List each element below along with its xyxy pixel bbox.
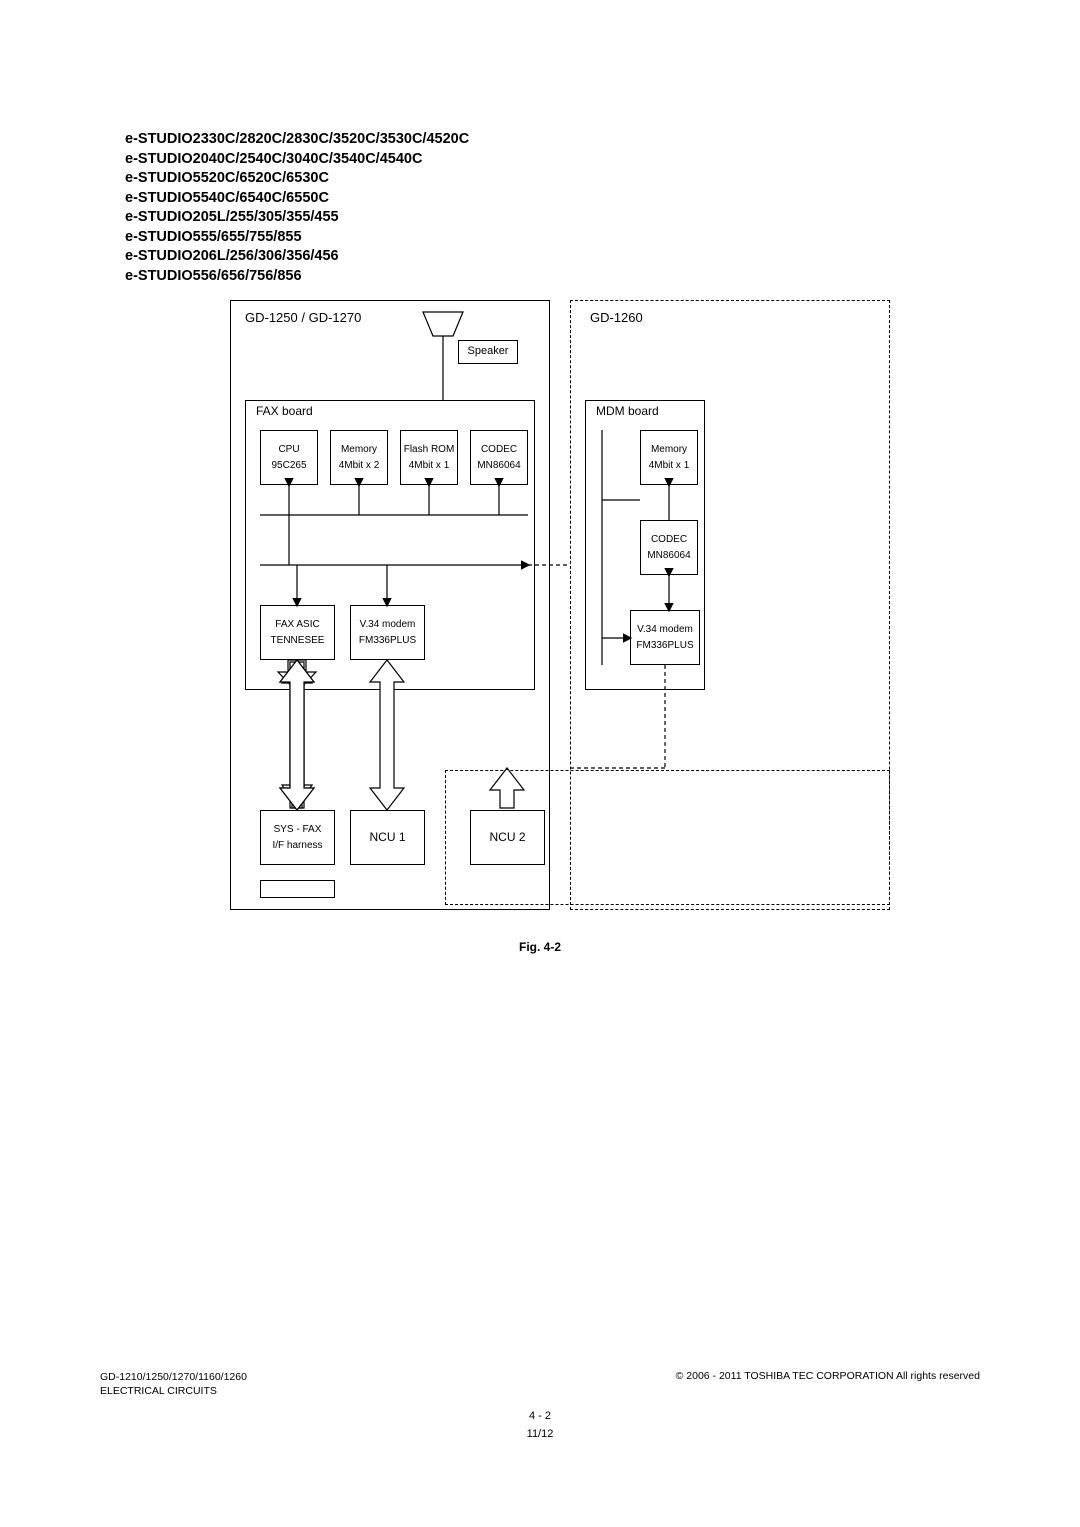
module-line: NCU 1 <box>369 828 405 847</box>
module-line: Memory <box>341 442 377 458</box>
module-line: Memory <box>651 442 687 458</box>
module-line: V.34 modem <box>637 622 693 638</box>
page: e-STUDIO2330C/2820C/2830C/3520C/3530C/45… <box>0 0 1080 1527</box>
mdm-board-label: MDM board <box>592 404 663 418</box>
heading-line: e-STUDIO5540C/6540C/6550C <box>125 189 469 209</box>
module-line: TENNESEE <box>271 633 325 649</box>
module-line: FM336PLUS <box>636 638 693 654</box>
codec2-module: CODEC MN86064 <box>640 520 698 575</box>
sysfax-module: SYS - FAX I/F harness <box>260 810 335 865</box>
modem2-module: V.34 modem FM336PLUS <box>630 610 700 665</box>
heading-line: e-STUDIO2040C/2540C/3040C/3540C/4540C <box>125 150 469 170</box>
module-line: I/F harness <box>272 838 322 854</box>
module-line: MN86064 <box>647 548 690 564</box>
block-diagram: GD-1250 / GD-1270 GD-1260 FAX board MDM … <box>230 300 890 920</box>
ncu2-module: NCU 2 <box>470 810 545 865</box>
module-line: FAX ASIC <box>275 617 319 633</box>
footer-left: GD-1210/1250/1270/1160/1260 ELECTRICAL C… <box>100 1370 247 1398</box>
footer-left-line2: ELECTRICAL CIRCUITS <box>100 1384 247 1398</box>
heading-line: e-STUDIO2330C/2820C/2830C/3520C/3530C/45… <box>125 130 469 150</box>
module-line: MN86064 <box>477 458 520 474</box>
module-line: FM336PLUS <box>359 633 416 649</box>
module-line: 95C265 <box>271 458 306 474</box>
heading-line: e-STUDIO206L/256/306/356/456 <box>125 247 469 267</box>
module-line: V.34 modem <box>360 617 416 633</box>
modem1-module: V.34 modem FM336PLUS <box>350 605 425 660</box>
module-line: 4Mbit x 1 <box>649 458 690 474</box>
module-line: CODEC <box>481 442 517 458</box>
heading-line: e-STUDIO205L/255/305/355/455 <box>125 208 469 228</box>
heading-line: e-STUDIO5520C/6520C/6530C <box>125 169 469 189</box>
speaker-label-box: Speaker <box>458 340 518 364</box>
memory2-module: Memory 4Mbit x 1 <box>640 430 698 485</box>
speaker-label: Speaker <box>468 343 509 361</box>
module-line: 4Mbit x 1 <box>409 458 450 474</box>
page-number-1: 4 - 2 <box>0 1410 1080 1422</box>
cpu-module: CPU 95C265 <box>260 430 318 485</box>
page-number-2: 11/12 <box>0 1428 1080 1440</box>
empty-connector-box <box>260 880 335 898</box>
codec1-module: CODEC MN86064 <box>470 430 528 485</box>
left-title: GD-1250 / GD-1270 <box>245 310 361 325</box>
heading-line: e-STUDIO555/655/755/855 <box>125 228 469 248</box>
memory1-module: Memory 4Mbit x 2 <box>330 430 388 485</box>
module-line: NCU 2 <box>489 828 525 847</box>
footer-right: © 2006 - 2011 TOSHIBA TEC CORPORATION Al… <box>676 1370 980 1382</box>
footer-left-line1: GD-1210/1250/1270/1160/1260 <box>100 1370 247 1384</box>
right-title: GD-1260 <box>590 310 643 325</box>
fax-board-label: FAX board <box>252 404 317 418</box>
module-line: SYS - FAX <box>274 822 322 838</box>
module-line: CPU <box>278 442 299 458</box>
module-line: CODEC <box>651 532 687 548</box>
module-line: Flash ROM <box>404 442 455 458</box>
faxasic-module: FAX ASIC TENNESEE <box>260 605 335 660</box>
flashrom-module: Flash ROM 4Mbit x 1 <box>400 430 458 485</box>
ncu1-module: NCU 1 <box>350 810 425 865</box>
model-heading: e-STUDIO2330C/2820C/2830C/3520C/3530C/45… <box>125 130 469 287</box>
heading-line: e-STUDIO556/656/756/856 <box>125 267 469 287</box>
figure-caption: Fig. 4-2 <box>0 940 1080 954</box>
module-line: 4Mbit x 2 <box>339 458 380 474</box>
